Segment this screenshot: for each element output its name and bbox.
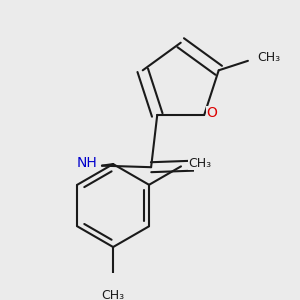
Text: CH₃: CH₃ [102,289,125,300]
Text: NH: NH [76,156,97,170]
Text: CH₃: CH₃ [257,51,280,64]
Text: O: O [206,106,217,120]
Text: CH₃: CH₃ [189,157,212,170]
Text: O: O [195,159,206,173]
